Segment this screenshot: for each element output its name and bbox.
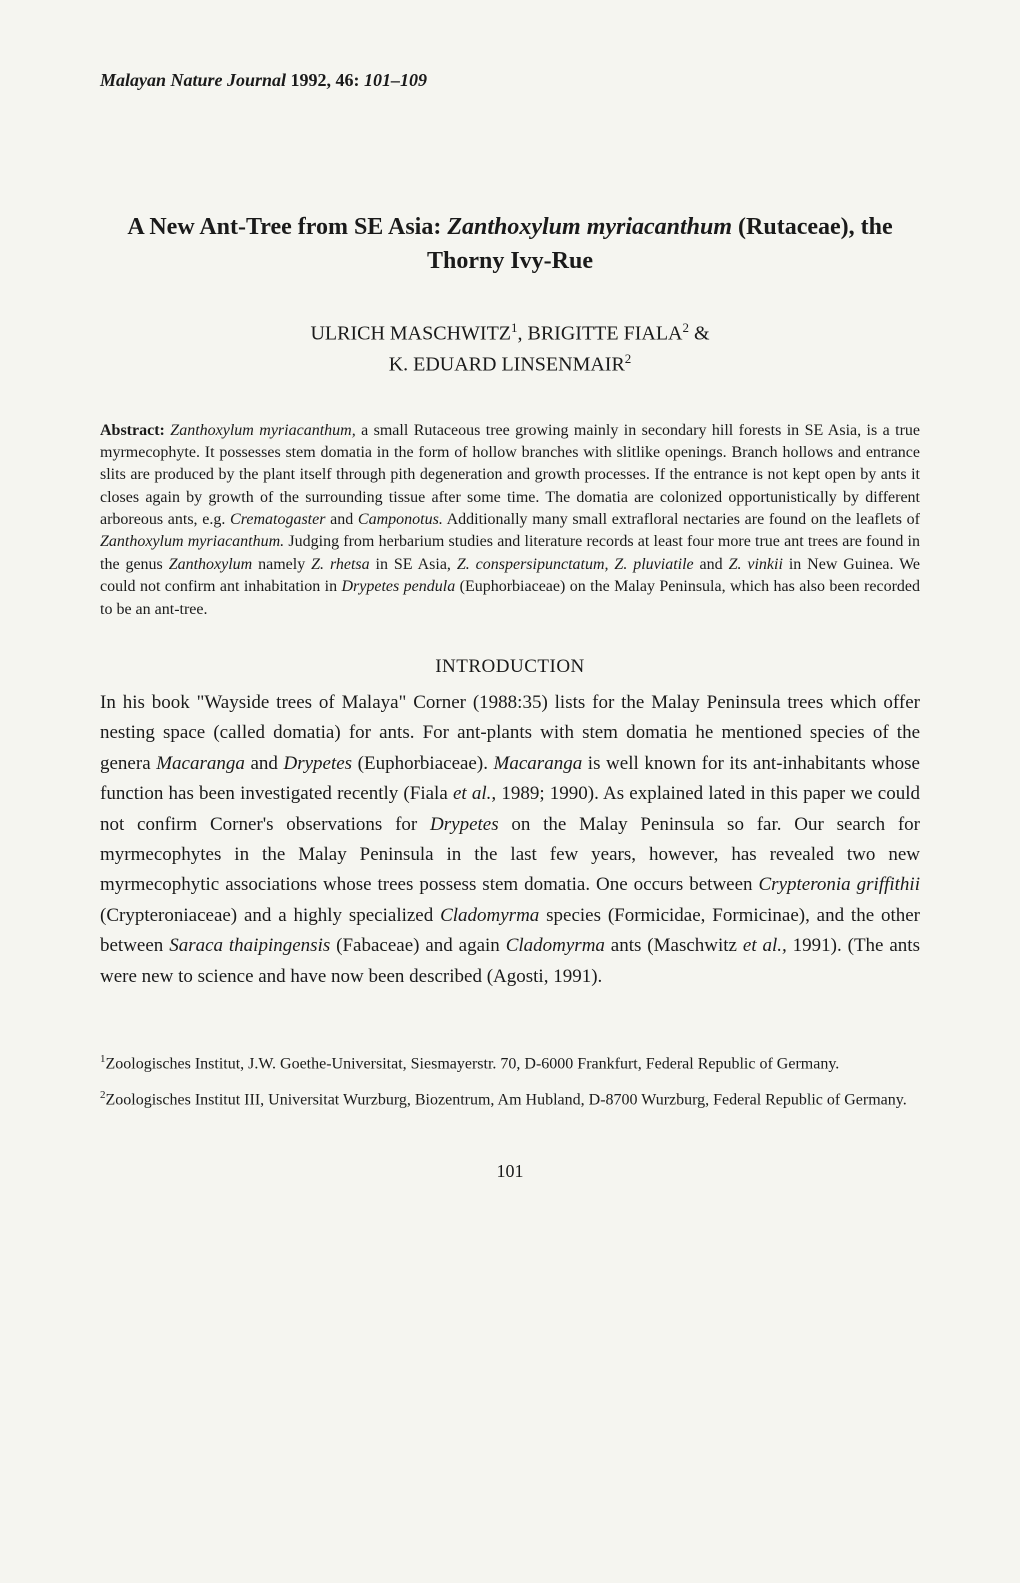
abstract-species4: Z. conspersipunctatum, Z. pluviatile: [457, 556, 694, 573]
body-genus5: Cladomyrma: [440, 905, 539, 926]
abstract-species1: Zanthoxylum myriacanthum,: [170, 422, 355, 439]
footnote-1-text: Zoologisches Institut, J.W. Goethe-Unive…: [106, 1055, 840, 1072]
journal-name: Malayan Nature Journal: [100, 70, 286, 90]
abstract-t12: in SE Asia,: [370, 556, 457, 573]
abstract-species5: Z. vinkii: [729, 556, 783, 573]
author-amp: &: [689, 323, 710, 345]
author-3: K. EDUARD LINSENMAIR: [389, 354, 625, 376]
abstract-t10: namely: [252, 556, 311, 573]
journal-volume: 46:: [336, 70, 360, 90]
footnote-2-text: Zoologisches Institut III, Universitat W…: [106, 1091, 907, 1108]
journal-year: 1992,: [291, 70, 332, 90]
page-number: 101: [100, 1161, 920, 1182]
body-species1: Crypteronia griffithii: [759, 874, 921, 895]
abstract-block: Abstract: Zanthoxylum myriacanthum, a sm…: [100, 420, 920, 622]
body-genus3: Macaranga: [494, 753, 583, 774]
body-p19: ants (Maschwitz: [605, 935, 743, 956]
abstract-t6: Additionally many small extrafloral nect…: [443, 511, 920, 528]
body-p17: (Fabaceae) and again: [330, 935, 505, 956]
body-genus1: Macaranga: [156, 753, 245, 774]
body-p13: (Crypteroniaceae) and a highly specializ…: [100, 905, 440, 926]
body-genus2: Drypetes: [283, 753, 352, 774]
journal-pages: 101–109: [364, 70, 427, 90]
abstract-t14: and: [694, 556, 729, 573]
body-p3: and: [245, 753, 284, 774]
journal-header: Malayan Nature Journal 1992, 46: 101–109: [100, 70, 920, 91]
footnotes-block: 1Zoologisches Institut, J.W. Goethe-Univ…: [100, 1052, 920, 1111]
footnote-2: 2Zoologisches Institut III, Universitat …: [100, 1088, 920, 1112]
footnote-1: 1Zoologisches Institut, J.W. Goethe-Univ…: [100, 1052, 920, 1076]
body-genus6: Cladomyrma: [506, 935, 605, 956]
body-genus4: Drypetes: [430, 814, 499, 835]
abstract-species3: Z. rhetsa: [311, 556, 370, 573]
abstract-genus3: Zanthoxylum: [169, 556, 253, 573]
author-3-affil: 2: [625, 351, 632, 366]
abstract-species6: Drypetes pendula: [342, 578, 456, 595]
body-paragraph: In his book "Wayside trees of Malaya" Co…: [100, 688, 920, 992]
author-1: ULRICH MASCHWITZ: [310, 323, 511, 345]
author-sep: ,: [518, 323, 528, 345]
section-heading-introduction: INTRODUCTION: [100, 656, 920, 678]
abstract-species2: Zanthoxylum myriacanthum.: [100, 533, 284, 550]
abstract-genus2: Camponotus.: [358, 511, 443, 528]
title-prefix: A New Ant-Tree from SE Asia:: [127, 214, 447, 240]
body-p5: (Euphorbiaceae).: [352, 753, 493, 774]
author-2: BRIGITTE FIALA: [528, 323, 683, 345]
article-title: A New Ant-Tree from SE Asia: Zanthoxylum…: [100, 211, 920, 278]
abstract-genus1: Crematogaster: [230, 511, 325, 528]
abstract-label: Abstract:: [100, 422, 170, 439]
authors-block: ULRICH MASCHWITZ1, BRIGITTE FIALA2 & K. …: [100, 318, 920, 379]
abstract-t4: and: [325, 511, 357, 528]
title-species: Zanthoxylum myriacanthum: [447, 214, 732, 240]
body-species2: Saraca thaipingensis: [169, 935, 330, 956]
body-etal2: et al.,: [743, 935, 787, 956]
body-etal1: et al.,: [453, 783, 496, 804]
